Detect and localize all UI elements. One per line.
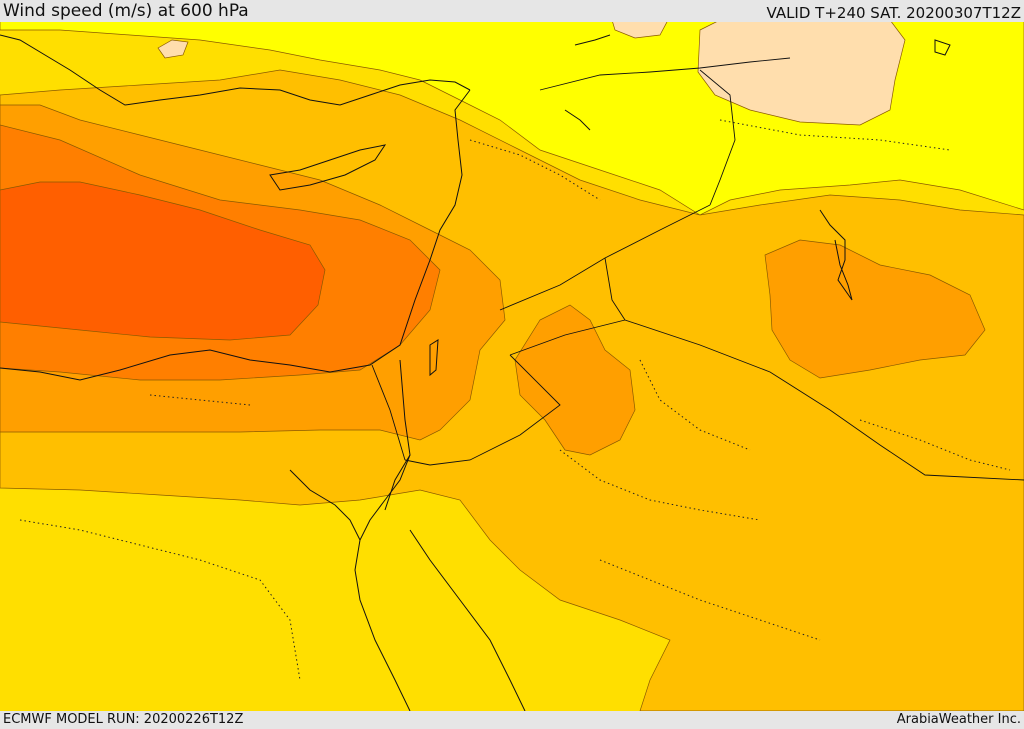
wind-band-light-ne — [697, 20, 906, 126]
borders — [371, 57, 1024, 481]
wind-speed-map — [0, 20, 1024, 711]
model-run-label: ECMWF MODEL RUN: 20200226T12Z — [3, 712, 244, 727]
credit-label: ArabiaWeather Inc. — [896, 712, 1021, 727]
map-title: Wind speed (m/s) at 600 hPa — [3, 1, 249, 21]
valid-time-label: VALID T+240 SAT. 20200307T12Z — [766, 4, 1021, 22]
map-footer: ECMWF MODEL RUN: 20200226T12Z ArabiaWeat… — [0, 711, 1024, 729]
wind-band-strong-gulf — [764, 239, 986, 379]
wind-band-light-nw — [157, 39, 189, 59]
wind-band-light-n — [611, 20, 669, 39]
map-header: Wind speed (m/s) at 600 hPa VALID T+240 … — [0, 0, 1024, 22]
wind-band-core — [0, 181, 326, 341]
coastlines — [0, 34, 951, 711]
admin-boundaries — [19, 119, 1011, 681]
